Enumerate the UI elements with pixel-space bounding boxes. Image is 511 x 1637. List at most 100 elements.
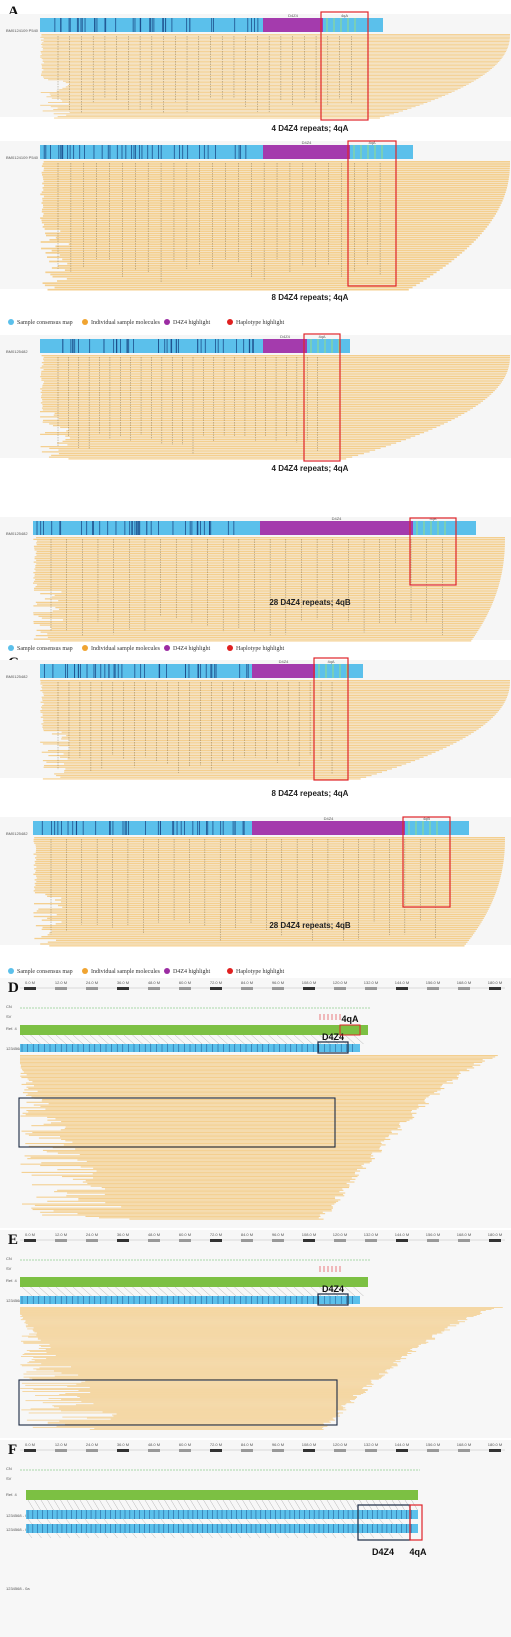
molecule [38,1137,386,1139]
map-molecule [61,738,463,740]
molecule [89,1386,364,1388]
molecule [20,1308,495,1309]
alignment-line [265,1518,270,1525]
molecule [20,1055,498,1057]
map-molecule [47,750,440,752]
ruler-block [24,987,36,990]
alignment-line [344,1034,356,1045]
map-label: 1234568 - 0a [6,1513,30,1518]
map-molecule [53,113,395,115]
alignment-line [81,1034,92,1045]
molecule-map-1: BM0125482 D4Z4 4qA 8 D4Z4 repeats; 4qA [0,657,511,798]
map-molecule [36,551,505,553]
map-molecule [35,586,499,588]
legend: Sample consensus map Individual sample mo… [8,319,284,326]
ruler-tick-label: 72.0 M [210,1232,222,1237]
molecule [23,1342,427,1344]
molecule [20,1056,496,1058]
map-molecule [55,899,493,901]
molecule [33,1104,419,1106]
alignment-line [313,1499,321,1511]
alignment-line [60,1499,67,1511]
map-molecule [60,230,484,232]
molecule [28,1336,433,1338]
map-molecule [40,706,502,708]
legend-label: Individual sample molecules [91,320,161,326]
map-molecule [35,565,504,567]
alignment-line [344,1286,356,1297]
alignment-line [191,1034,203,1045]
sv-label: SV [6,1266,12,1271]
map-molecule [43,381,502,383]
molecule [40,1105,426,1107]
alignment-line [339,1499,347,1511]
ruler-tick-label: 36.0 M [117,980,129,985]
molecule [21,1130,392,1132]
alignment-line [274,1518,280,1525]
haplotype-box [320,11,369,121]
map-molecule [43,169,510,172]
map-molecule [41,393,492,395]
ruler-block [396,987,408,990]
map-molecule [41,451,370,453]
alignment-line [236,1518,242,1525]
alignment-line [225,1286,237,1297]
alignment-line [99,1499,106,1511]
ruler-tick-label: 24.0 M [86,1442,98,1447]
alignment-line [105,1499,113,1511]
ruler-block [365,987,377,990]
map-molecule [40,388,497,390]
legend-label: D4Z4 highlight [173,969,210,975]
map-molecule [56,939,469,941]
alignment-line [222,1499,230,1511]
alignment-line [157,1034,169,1045]
map-molecule [41,65,496,67]
map-molecule [35,570,503,572]
ruler-block [86,1239,98,1242]
map-molecule [51,733,472,735]
map-molecule [43,383,501,385]
map-molecule [34,842,505,844]
map-molecule [40,710,500,712]
alignment-line [140,1034,152,1045]
map-molecule [49,640,472,642]
map-molecule [43,363,510,365]
molecule [29,1361,401,1363]
alignment-line [65,1518,71,1525]
map-molecule [43,195,505,198]
map-molecule [41,696,507,698]
map-d4z4-highlight [260,521,413,535]
map-molecule [42,49,507,51]
map-molecule [61,897,494,899]
ruler-tick-label: 156.0 M [426,1442,440,1447]
region-box [18,1097,336,1148]
map-molecule [49,260,452,263]
alignment-line [217,1034,228,1045]
ruler-tick-label: 48.0 M [148,980,160,985]
map-molecule [40,376,506,378]
alignment-line [132,1034,143,1045]
molecule [32,1132,392,1134]
map-molecule [41,53,505,55]
molecule [85,1180,351,1182]
alignment-line [293,1518,299,1525]
map-molecule [34,868,503,870]
map-molecule [42,197,504,200]
map-molecule [40,55,504,57]
map-molecule [46,256,457,258]
map-molecule [34,860,504,863]
molecule [21,1068,467,1070]
d4z4-tag: D4Z4 [324,816,335,821]
molecule [57,1189,344,1191]
molecule [67,1192,346,1194]
molecule [23,1341,429,1343]
molecule [78,1198,336,1200]
haplotype-box [313,657,349,781]
map-molecule [41,46,508,48]
map-molecule [43,48,508,50]
molecule [21,1335,432,1337]
map-molecule [65,768,393,770]
molecule [28,1111,412,1113]
map-molecule [47,917,484,919]
panel-letter: D [8,980,19,996]
